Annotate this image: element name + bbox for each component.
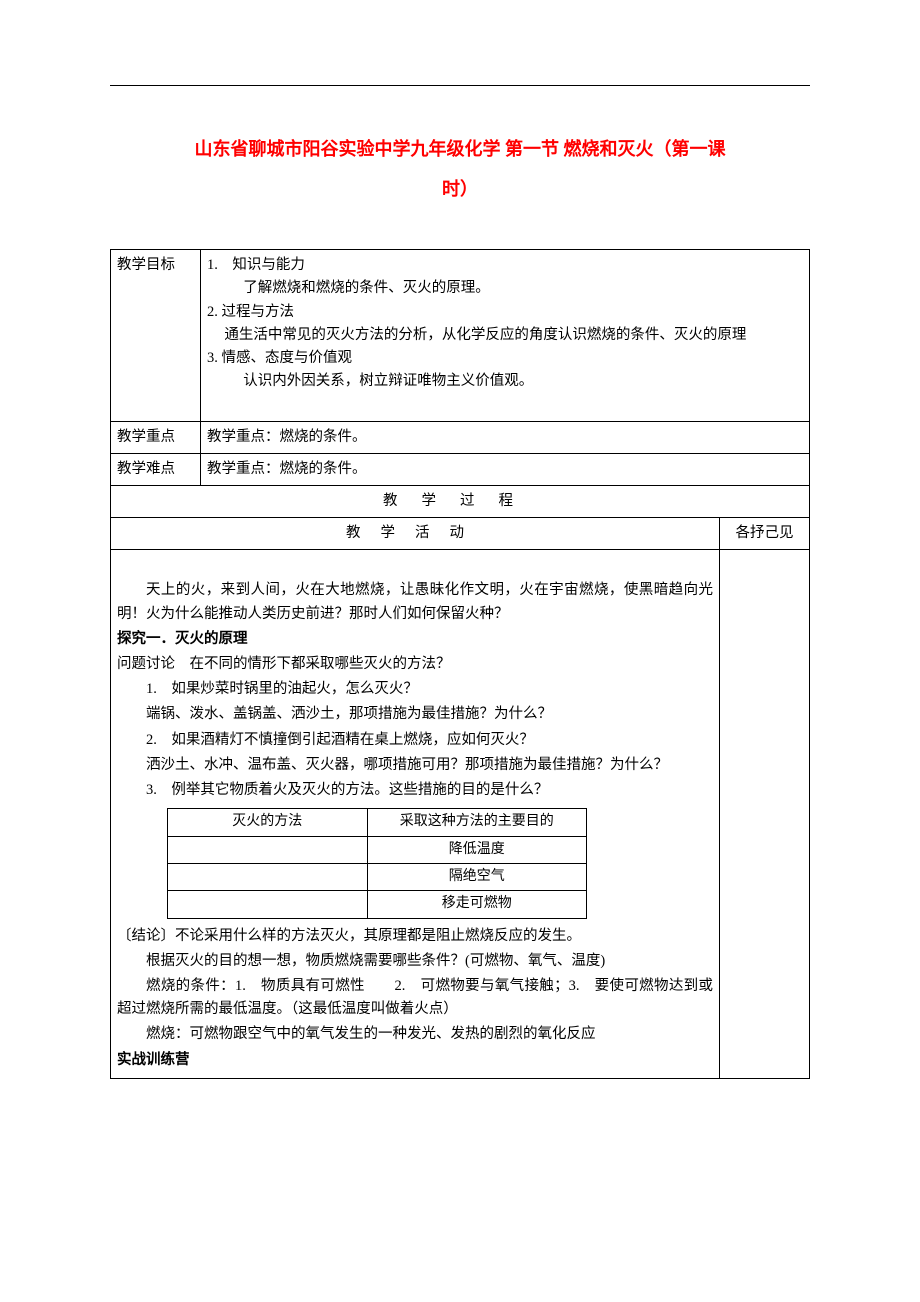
think-text: 根据灭火的目的想一想，物质燃烧需要哪些条件？(可燃物、氧气、温度): [117, 950, 713, 973]
obj-3-body: 认识内外因关系，树立辩证唯物主义价值观。: [207, 370, 803, 393]
question-2: 2. 如果酒精灯不慎撞倒引起酒精在桌上燃烧，应如何灭火？: [117, 729, 713, 752]
row-activity-header: 教学活动 各抒己见: [111, 518, 810, 550]
row-keypoint: 教学重点 教学重点：燃烧的条件。: [111, 421, 810, 453]
label-process: 教学过程: [111, 485, 810, 517]
question-3: 3. 例举其它物质着火及灭火的方法。这些措施的目的是什么？: [117, 779, 713, 802]
label-objective: 教学目标: [111, 250, 201, 421]
label-difficulty: 教学难点: [111, 453, 201, 485]
obj-2-head: 2. 过程与方法: [207, 301, 803, 324]
activity-content: 天上的火，来到人间，火在大地燃烧，让愚昧化作文明，火在宇宙燃烧，使黑暗趋向光明！…: [111, 550, 720, 1079]
inner-head-method: 灭火的方法: [168, 809, 368, 836]
label-keypoint: 教学重点: [111, 421, 201, 453]
practice-heading: 实战训练营: [117, 1049, 713, 1072]
obj-2-body: 通生活中常见的灭火方法的分析，从化学反应的角度认识燃烧的条件、灭火的原理: [207, 324, 803, 347]
inner-method-3: [168, 891, 368, 918]
inner-header-row: 灭火的方法 采取这种方法的主要目的: [168, 809, 587, 836]
inner-purpose-1: 降低温度: [367, 836, 586, 863]
title-line-1: 山东省聊城市阳谷实验中学九年级化学 第一节 燃烧和灭火（第一课: [195, 139, 726, 159]
inner-purpose-2: 隔绝空气: [367, 863, 586, 890]
row-process-header: 教学过程: [111, 485, 810, 517]
header-horizontal-rule: [110, 85, 810, 86]
cell-objective: 1. 知识与能力 了解燃烧和燃烧的条件、灭火的原理。 2. 过程与方法 通生活中…: [201, 250, 810, 421]
obj-3-head: 3. 情感、态度与价值观: [207, 347, 803, 370]
row-activity-body: 天上的火，来到人间，火在大地燃烧，让愚昧化作文明，火在宇宙燃烧，使黑暗趋向光明！…: [111, 550, 810, 1079]
document-title: 山东省聊城市阳谷实验中学九年级化学 第一节 燃烧和灭火（第一课 时）: [110, 130, 810, 209]
conclusion-text: 〔结论〕不论采用什么样的方法灭火，其原理都是阻止燃烧反应的发生。: [117, 925, 713, 948]
fire-methods-table: 灭火的方法 采取这种方法的主要目的 降低温度 隔绝空气: [167, 808, 587, 919]
cell-difficulty: 教学重点：燃烧的条件。: [201, 453, 810, 485]
inner-method-1: [168, 836, 368, 863]
lesson-plan-table: 教学目标 1. 知识与能力 了解燃烧和燃烧的条件、灭火的原理。 2. 过程与方法…: [110, 249, 810, 1079]
label-activity: 教学活动: [111, 518, 720, 550]
label-comment: 各抒己见: [720, 518, 810, 550]
obj-1-head: 1. 知识与能力: [207, 254, 803, 277]
question-2-options: 洒沙土、水冲、温布盖、灭火器，哪项措施可用？那项措施为最佳措施？为什么？: [117, 754, 713, 777]
inner-head-purpose: 采取这种方法的主要目的: [367, 809, 586, 836]
inner-row-3: 移走可燃物: [168, 891, 587, 918]
row-difficulty: 教学难点 教学重点：燃烧的条件。: [111, 453, 810, 485]
inner-row-2: 隔绝空气: [168, 863, 587, 890]
row-objective: 教学目标 1. 知识与能力 了解燃烧和燃烧的条件、灭火的原理。 2. 过程与方法…: [111, 250, 810, 421]
intro-paragraph: 天上的火，来到人间，火在大地燃烧，让愚昧化作文明，火在宇宙燃烧，使黑暗趋向光明！…: [117, 579, 713, 625]
inner-row-1: 降低温度: [168, 836, 587, 863]
document-page: 山东省聊城市阳谷实验中学九年级化学 第一节 燃烧和灭火（第一课 时） 教学目标 …: [0, 0, 920, 1139]
comment-column-body: [720, 550, 810, 1079]
section-1-title: 探究一．灭火的原理: [117, 628, 713, 651]
obj-1-body: 了解燃烧和燃烧的条件、灭火的原理。: [207, 277, 803, 300]
conditions-text: 燃烧的条件：1. 物质具有可燃性 2. 可燃物要与氧气接触；3. 要使可燃物达到…: [117, 975, 713, 1021]
cell-keypoint: 教学重点：燃烧的条件。: [201, 421, 810, 453]
question-1-options: 端锅、泼水、盖锅盖、洒沙土，那项措施为最佳措施？为什么？: [117, 703, 713, 726]
title-line-2: 时）: [442, 179, 478, 199]
inner-method-2: [168, 863, 368, 890]
discussion-lead: 问题讨论 在不同的情形下都采取哪些灭火的方法？: [117, 653, 713, 676]
burning-definition: 燃烧：可燃物跟空气中的氧气发生的一种发光、发热的剧烈的氧化反应: [117, 1023, 713, 1046]
inner-purpose-3: 移走可燃物: [367, 891, 586, 918]
question-1: 1. 如果炒菜时锅里的油起火，怎么灭火？: [117, 678, 713, 701]
